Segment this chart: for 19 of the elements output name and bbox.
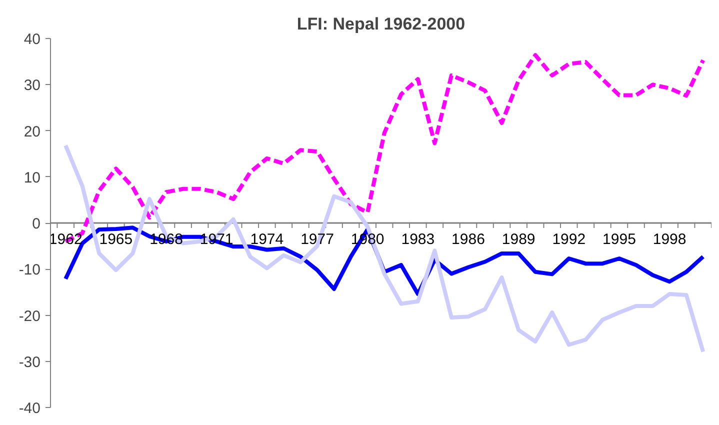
y-tick-label: 20 <box>24 123 41 140</box>
y-tick-label: -20 <box>18 308 41 325</box>
x-tick-label: 1965 <box>99 231 133 248</box>
y-tick-label: -40 <box>18 400 41 417</box>
x-tick-label: 1995 <box>602 231 636 248</box>
x-tick-label: 1992 <box>552 231 586 248</box>
x-tick-label: 1974 <box>250 231 284 248</box>
y-tick-label: -30 <box>18 354 41 371</box>
y-tick-label: -10 <box>18 262 41 279</box>
chart-title: LFI: Nepal 1962-2000 <box>296 14 466 34</box>
x-tick-label: 1989 <box>502 231 536 248</box>
x-tick-label: 1998 <box>652 231 686 248</box>
y-tick-label: 40 <box>24 31 41 48</box>
y-tick-label: 10 <box>24 169 41 186</box>
y-tick-label: 0 <box>32 216 40 232</box>
x-tick-label: 1983 <box>401 231 435 248</box>
x-tick-label: 1986 <box>452 231 485 248</box>
x-tick-label: 1977 <box>300 231 334 248</box>
y-tick-label: 30 <box>24 77 41 94</box>
